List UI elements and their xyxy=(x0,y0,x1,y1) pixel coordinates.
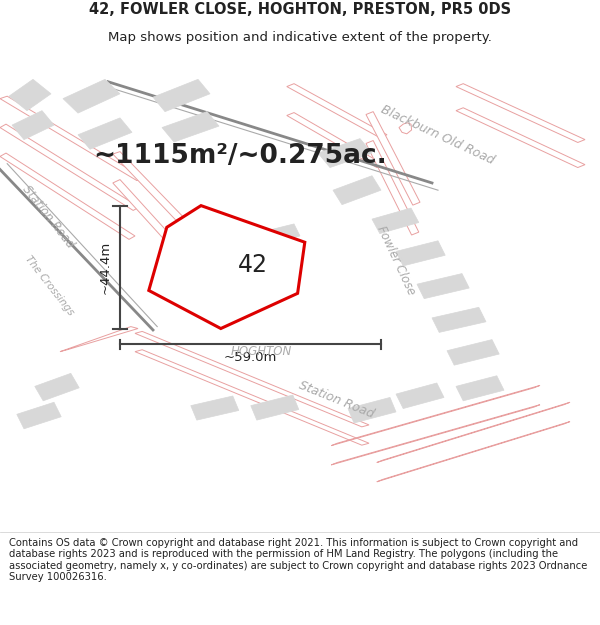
Polygon shape xyxy=(348,398,396,423)
Text: ~44.4m: ~44.4m xyxy=(98,241,112,294)
Polygon shape xyxy=(261,224,300,244)
Polygon shape xyxy=(432,308,486,332)
Polygon shape xyxy=(63,79,120,113)
Polygon shape xyxy=(191,396,239,420)
Polygon shape xyxy=(331,404,540,465)
Polygon shape xyxy=(377,421,570,482)
Polygon shape xyxy=(399,122,412,134)
Polygon shape xyxy=(456,84,585,142)
Text: ~59.0m: ~59.0m xyxy=(224,351,277,364)
Text: ~1115m²/~0.275ac.: ~1115m²/~0.275ac. xyxy=(93,144,387,169)
Polygon shape xyxy=(366,141,419,235)
Text: Blackburn Old Road: Blackburn Old Road xyxy=(379,102,497,167)
Polygon shape xyxy=(78,118,132,149)
Polygon shape xyxy=(153,79,210,112)
Polygon shape xyxy=(149,206,305,329)
Polygon shape xyxy=(60,327,138,352)
Polygon shape xyxy=(135,331,369,427)
Text: 42, FOWLER CLOSE, HOGHTON, PRESTON, PR5 0DS: 42, FOWLER CLOSE, HOGHTON, PRESTON, PR5 … xyxy=(89,2,511,17)
Polygon shape xyxy=(456,107,585,168)
Polygon shape xyxy=(35,373,79,401)
Polygon shape xyxy=(456,376,504,401)
Text: Station Road: Station Road xyxy=(296,379,376,421)
Polygon shape xyxy=(12,111,54,139)
Text: 42: 42 xyxy=(238,253,268,277)
Polygon shape xyxy=(251,395,299,420)
Polygon shape xyxy=(417,274,469,299)
Polygon shape xyxy=(366,112,420,205)
Text: Fowler Close: Fowler Close xyxy=(374,223,418,297)
Polygon shape xyxy=(333,176,381,204)
Polygon shape xyxy=(447,339,499,365)
Polygon shape xyxy=(287,84,387,138)
Polygon shape xyxy=(17,402,61,429)
Polygon shape xyxy=(396,383,444,409)
Text: Contains OS data © Crown copyright and database right 2021. This information is : Contains OS data © Crown copyright and d… xyxy=(9,538,587,582)
Text: Map shows position and indicative extent of the property.: Map shows position and indicative extent… xyxy=(108,31,492,44)
Polygon shape xyxy=(113,152,183,220)
Polygon shape xyxy=(0,153,135,239)
Polygon shape xyxy=(372,208,419,234)
Polygon shape xyxy=(0,124,139,211)
Polygon shape xyxy=(0,96,144,181)
Polygon shape xyxy=(162,112,219,142)
Text: HOGHTON: HOGHTON xyxy=(230,345,292,358)
Polygon shape xyxy=(205,237,241,258)
Polygon shape xyxy=(396,241,445,266)
Text: The Crossings: The Crossings xyxy=(23,253,76,317)
Polygon shape xyxy=(287,112,384,168)
Polygon shape xyxy=(318,139,372,168)
Text: Station Road: Station Road xyxy=(20,182,76,251)
Polygon shape xyxy=(113,179,180,249)
Polygon shape xyxy=(9,79,51,111)
Polygon shape xyxy=(331,386,540,446)
Polygon shape xyxy=(377,402,570,462)
Polygon shape xyxy=(135,350,369,445)
